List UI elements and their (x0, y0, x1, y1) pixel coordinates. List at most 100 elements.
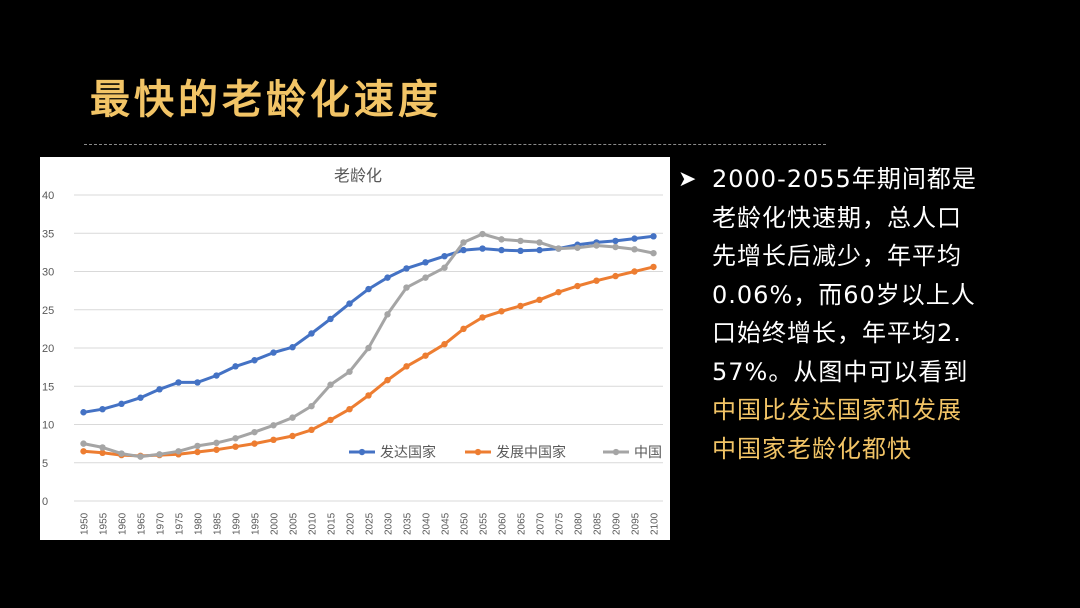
legend-marker (612, 448, 620, 456)
y-tick-label: 10 (42, 420, 54, 432)
x-tick-label: 2050 (460, 512, 471, 535)
data-point (270, 422, 277, 429)
data-point (232, 435, 239, 442)
x-tick-label: 1955 (99, 512, 110, 535)
data-point (270, 349, 277, 356)
y-tick-label: 30 (42, 267, 54, 279)
data-point (384, 274, 391, 281)
dashed-divider (84, 144, 826, 145)
data-point (517, 247, 524, 255)
data-point (631, 246, 638, 253)
y-tick-label: 0 (42, 496, 48, 508)
data-point (327, 315, 334, 323)
data-point (327, 381, 334, 388)
data-point (403, 265, 410, 272)
data-point (574, 244, 581, 251)
data-point (80, 440, 87, 447)
data-point (365, 392, 372, 399)
data-point (346, 368, 353, 375)
x-tick-label: 1965 (137, 512, 148, 535)
x-tick-label: 2055 (479, 512, 490, 535)
data-point (365, 344, 372, 352)
data-point (251, 357, 258, 364)
legend-marker (474, 448, 482, 456)
x-tick-label: 2000 (270, 512, 281, 535)
data-point (213, 446, 220, 453)
data-point (251, 440, 258, 447)
data-point (213, 439, 220, 447)
y-tick-label: 15 (42, 381, 54, 393)
data-point (308, 330, 315, 337)
x-tick-label: 1960 (118, 512, 129, 535)
data-point (612, 272, 619, 280)
x-tick-label: 2045 (441, 512, 452, 535)
x-tick-label: 1985 (213, 512, 224, 535)
x-tick-label: 2080 (574, 512, 585, 535)
data-point (289, 432, 296, 440)
bullet-point: ➤ 2000-2055年期间都是老龄化快速期，总人口先增长后减少，年平均0.06… (678, 160, 978, 468)
data-point (251, 428, 258, 436)
data-point (403, 284, 410, 291)
y-tick-label: 35 (42, 228, 54, 240)
data-point (479, 314, 486, 321)
x-tick-label: 2065 (517, 512, 528, 535)
data-point (384, 311, 391, 318)
data-point (631, 268, 638, 275)
data-point (574, 282, 581, 290)
x-tick-label: 1990 (232, 512, 243, 535)
data-point (555, 288, 562, 296)
data-point (460, 239, 467, 246)
x-tick-label: 2025 (365, 512, 376, 535)
bullet-text-highlight: 中国比发达国家和发展中国家老龄化都快 (712, 396, 962, 463)
x-tick-label: 2030 (384, 512, 395, 535)
data-point (194, 442, 201, 450)
x-tick-label: 2035 (403, 512, 414, 535)
data-point (517, 237, 524, 245)
data-point (536, 246, 543, 254)
data-point (460, 325, 467, 333)
data-point (327, 416, 334, 424)
data-point (498, 236, 505, 243)
data-point (118, 400, 125, 408)
data-point (99, 444, 106, 451)
series-line (82, 265, 655, 458)
data-point (213, 372, 220, 379)
x-tick-label: 1975 (175, 512, 186, 535)
data-point (479, 245, 486, 252)
legend-marker (358, 448, 366, 456)
data-point (232, 363, 239, 370)
data-point (137, 394, 144, 401)
x-tick-label: 1970 (156, 512, 167, 535)
legend-label: 中国 (634, 445, 662, 461)
data-point (80, 448, 87, 455)
data-point (631, 235, 638, 242)
data-point (612, 243, 619, 251)
x-tick-label: 2010 (308, 512, 319, 535)
data-point (118, 450, 125, 457)
data-point (194, 379, 201, 386)
legend-label: 发展中国家 (496, 444, 566, 461)
data-point (346, 406, 353, 413)
chart-title: 老龄化 (334, 166, 382, 185)
data-point (593, 242, 600, 249)
data-point (422, 352, 429, 359)
x-tick-label: 1995 (251, 512, 262, 535)
x-tick-label: 2040 (422, 512, 433, 535)
data-point (441, 264, 448, 271)
data-point (80, 409, 87, 416)
data-point (479, 230, 486, 238)
data-point (460, 246, 467, 254)
data-point (384, 376, 391, 384)
data-point (346, 300, 353, 307)
x-tick-label: 2015 (327, 512, 338, 535)
data-point (99, 406, 106, 413)
data-point (441, 253, 448, 260)
data-point (137, 453, 144, 460)
y-tick-label: 40 (42, 190, 54, 202)
data-point (555, 245, 562, 252)
x-tick-label: 2020 (346, 512, 357, 535)
data-point (289, 344, 296, 351)
x-tick-label: 2075 (555, 512, 566, 535)
x-tick-label: 2090 (612, 512, 623, 535)
data-point (536, 239, 543, 246)
